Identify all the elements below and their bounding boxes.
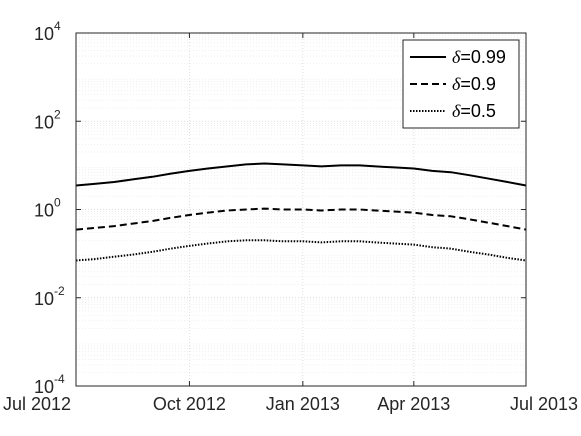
- legend-entry: δ=0.9: [410, 74, 496, 94]
- y-tick-label: 10 -4: [34, 372, 65, 397]
- x-tick-label: Oct 2012: [153, 394, 226, 414]
- y-tick-base: 10: [34, 201, 54, 221]
- legend-value: =0.99: [460, 47, 506, 67]
- y-tick-label: 10 2: [34, 107, 61, 132]
- legend-symbol: δ: [452, 47, 461, 67]
- y-tick-exponent: -4: [54, 372, 65, 386]
- x-tick-label: Jan 2013: [266, 394, 340, 414]
- x-axis-tick-labels: Jul 2012 Oct 2012 Jan 2013 Apr 2013 Jul 2013: [3, 394, 578, 414]
- y-tick-label: 10 0: [34, 196, 61, 221]
- legend-label: δ=0.9: [452, 74, 496, 94]
- y-tick-base: 10: [34, 377, 54, 397]
- legend: δ=0.99δ=0.9δ=0.5: [402, 39, 520, 129]
- legend-value: =0.5: [460, 101, 496, 121]
- y-tick-exponent: 2: [54, 107, 61, 121]
- y-tick-base: 10: [34, 289, 54, 309]
- y-tick-exponent: 0: [54, 196, 61, 210]
- y-tick-exponent: -2: [54, 284, 65, 298]
- series-layer: [75, 162, 527, 262]
- legend-value: =0.9: [460, 74, 496, 94]
- legend-entry: δ=0.5: [410, 101, 496, 121]
- legend-symbol: δ: [452, 101, 461, 121]
- x-tick-label: Jul 2013: [510, 394, 578, 414]
- y-tick-base: 10: [34, 112, 54, 132]
- legend-label: δ=0.99: [452, 47, 506, 67]
- x-tick-label: Jul 2012: [3, 394, 71, 414]
- series-line-2: [75, 207, 527, 231]
- minor-grid: [76, 34, 526, 374]
- y-tick-label: 10 -2: [34, 284, 65, 309]
- y-tick-label: 10 4: [34, 19, 61, 44]
- legend-symbol: δ: [452, 74, 461, 94]
- series-line-3: [75, 239, 527, 262]
- legend-entry: δ=0.99: [410, 47, 506, 67]
- y-tick-base: 10: [34, 24, 54, 44]
- x-tick-label: Apr 2013: [377, 394, 450, 414]
- legend-label: δ=0.5: [452, 101, 496, 121]
- series-line-1: [75, 162, 527, 187]
- axis-ticks: [75, 32, 527, 387]
- y-tick-exponent: 4: [54, 19, 61, 33]
